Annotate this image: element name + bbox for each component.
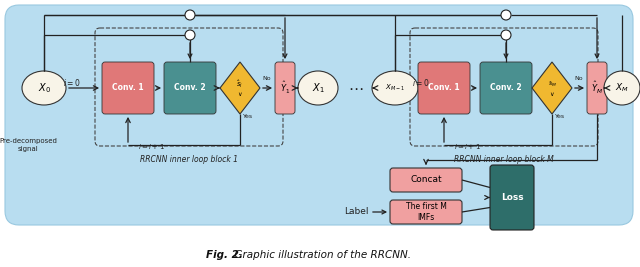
FancyBboxPatch shape — [275, 62, 295, 114]
Text: $-$: $-$ — [501, 30, 511, 40]
Text: $X_M$: $X_M$ — [615, 82, 629, 94]
Text: Pre-decomposed
signal: Pre-decomposed signal — [0, 139, 57, 151]
Text: Yes: Yes — [555, 114, 565, 119]
Text: $\vee$: $\vee$ — [237, 90, 243, 98]
Ellipse shape — [298, 71, 338, 105]
Text: Conv. 2: Conv. 2 — [490, 84, 522, 92]
Text: $i=i+1$: $i=i+1$ — [454, 142, 481, 151]
Text: Conv. 2: Conv. 2 — [174, 84, 206, 92]
Circle shape — [501, 10, 511, 20]
Circle shape — [185, 30, 195, 40]
Text: $\hat{s}_i$: $\hat{s}_i$ — [236, 78, 244, 90]
Text: $\hat{Y}_M$: $\hat{Y}_M$ — [591, 80, 603, 96]
Text: $\cdots$: $\cdots$ — [348, 80, 364, 96]
Text: Fig. 2.: Fig. 2. — [206, 250, 243, 260]
Circle shape — [185, 10, 195, 20]
Text: $X_0$: $X_0$ — [38, 81, 51, 95]
Text: Graphic illustration of the RRCNN.: Graphic illustration of the RRCNN. — [228, 250, 411, 260]
Text: $\hat{s}_M$: $\hat{s}_M$ — [547, 79, 557, 89]
Text: Yes: Yes — [243, 114, 253, 119]
Text: $\vee$: $\vee$ — [549, 90, 555, 98]
Text: $i=0$: $i=0$ — [63, 77, 81, 88]
FancyBboxPatch shape — [587, 62, 607, 114]
Text: Conv. 1: Conv. 1 — [112, 84, 144, 92]
Polygon shape — [220, 62, 260, 114]
FancyBboxPatch shape — [390, 168, 462, 192]
Text: $i=0$: $i=0$ — [412, 77, 430, 88]
Text: Loss: Loss — [500, 193, 524, 202]
FancyBboxPatch shape — [490, 165, 534, 230]
Text: Concat: Concat — [410, 175, 442, 184]
FancyBboxPatch shape — [418, 62, 470, 114]
Text: Conv. 1: Conv. 1 — [428, 84, 460, 92]
Text: $\hat{Y}_1$: $\hat{Y}_1$ — [280, 80, 290, 96]
FancyBboxPatch shape — [164, 62, 216, 114]
Ellipse shape — [604, 71, 640, 105]
Text: $X_{M-1}$: $X_{M-1}$ — [385, 83, 405, 93]
Polygon shape — [532, 62, 572, 114]
FancyBboxPatch shape — [390, 200, 462, 224]
Text: RRCNN inner loop block 1: RRCNN inner loop block 1 — [140, 155, 238, 164]
Text: Label: Label — [344, 207, 368, 217]
FancyBboxPatch shape — [102, 62, 154, 114]
Ellipse shape — [372, 71, 418, 105]
FancyBboxPatch shape — [480, 62, 532, 114]
Text: $-$: $-$ — [186, 30, 195, 40]
Ellipse shape — [22, 71, 66, 105]
Circle shape — [501, 30, 511, 40]
Text: $-$: $-$ — [186, 10, 195, 20]
Text: No: No — [262, 76, 271, 81]
Text: RRCNN inner loop block M: RRCNN inner loop block M — [454, 155, 554, 164]
FancyBboxPatch shape — [5, 5, 633, 225]
Text: $X_1$: $X_1$ — [312, 81, 324, 95]
Text: The first M
IMFs: The first M IMFs — [406, 202, 447, 222]
Text: $i=i+1$: $i=i+1$ — [138, 142, 165, 151]
Text: $-$: $-$ — [501, 10, 511, 20]
Text: No: No — [574, 76, 582, 81]
